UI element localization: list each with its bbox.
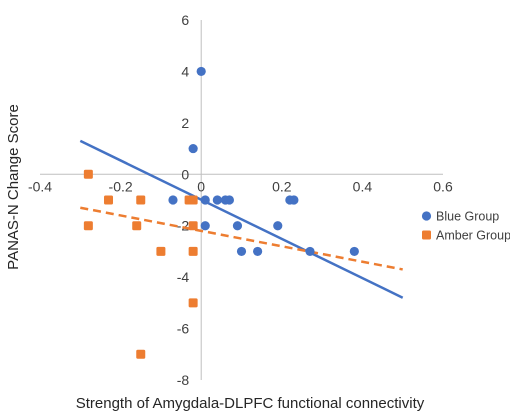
x-tick-label: -0.2: [109, 178, 133, 194]
x-tick-label: 0.2: [272, 178, 292, 194]
y-tick-label: 6: [181, 12, 189, 28]
y-tick-label: 4: [181, 63, 189, 79]
legend-marker: [422, 230, 431, 240]
data-point: [168, 195, 178, 205]
data-point: [196, 66, 206, 77]
x-tick-label: 0.4: [353, 178, 373, 194]
data-point: [200, 221, 210, 231]
axes: [40, 20, 443, 380]
legend: Blue Group Amber Group: [421, 210, 510, 243]
data-point: [188, 298, 198, 308]
trendline: [80, 206, 403, 271]
data-point: [104, 195, 114, 205]
data-point: [132, 221, 142, 231]
data-point: [253, 246, 263, 257]
x-tick-label: 0: [197, 178, 205, 194]
legend-label: Amber Group: [436, 229, 510, 243]
data-point: [289, 195, 299, 205]
data-point: [232, 221, 243, 231]
tick-labels: -0.4 -0.2 0 0.2 0.4 0.6 6 4 2 0 -2 -4 -6 -8: [28, 12, 453, 388]
data-point: [188, 195, 198, 205]
legend-label: Blue Group: [436, 210, 499, 224]
y-tick-label: 2: [181, 115, 189, 131]
data-point: [83, 221, 93, 231]
x-tick-label: 0.6: [433, 178, 453, 194]
data-point: [236, 246, 247, 257]
data-point: [188, 221, 198, 231]
y-tick-label: -8: [177, 372, 190, 388]
x-tick-label: -0.4: [28, 178, 52, 194]
y-tick-label: 0: [181, 166, 189, 182]
data-point: [136, 349, 146, 359]
data-points: [83, 66, 359, 359]
x-axis-title: Strength of Amygdala-DLPFC functional co…: [76, 395, 425, 412]
data-point: [156, 246, 166, 256]
y-axis-title: PANAS-N Change Score: [5, 104, 22, 270]
data-point: [200, 195, 210, 205]
y-tick-label: -6: [177, 321, 190, 337]
y-tick-label: -4: [177, 269, 190, 285]
y-tick-label: -2: [177, 218, 190, 234]
trendlines: [79, 139, 404, 299]
data-point: [188, 246, 198, 256]
data-point: [305, 246, 315, 257]
trendline: [79, 139, 404, 299]
data-point: [136, 195, 146, 205]
data-point: [188, 143, 198, 154]
data-point: [212, 195, 222, 205]
data-point: [83, 169, 93, 179]
data-point: [349, 246, 359, 257]
data-point: [273, 221, 283, 231]
data-point: [224, 195, 235, 205]
legend-marker: [421, 211, 432, 221]
